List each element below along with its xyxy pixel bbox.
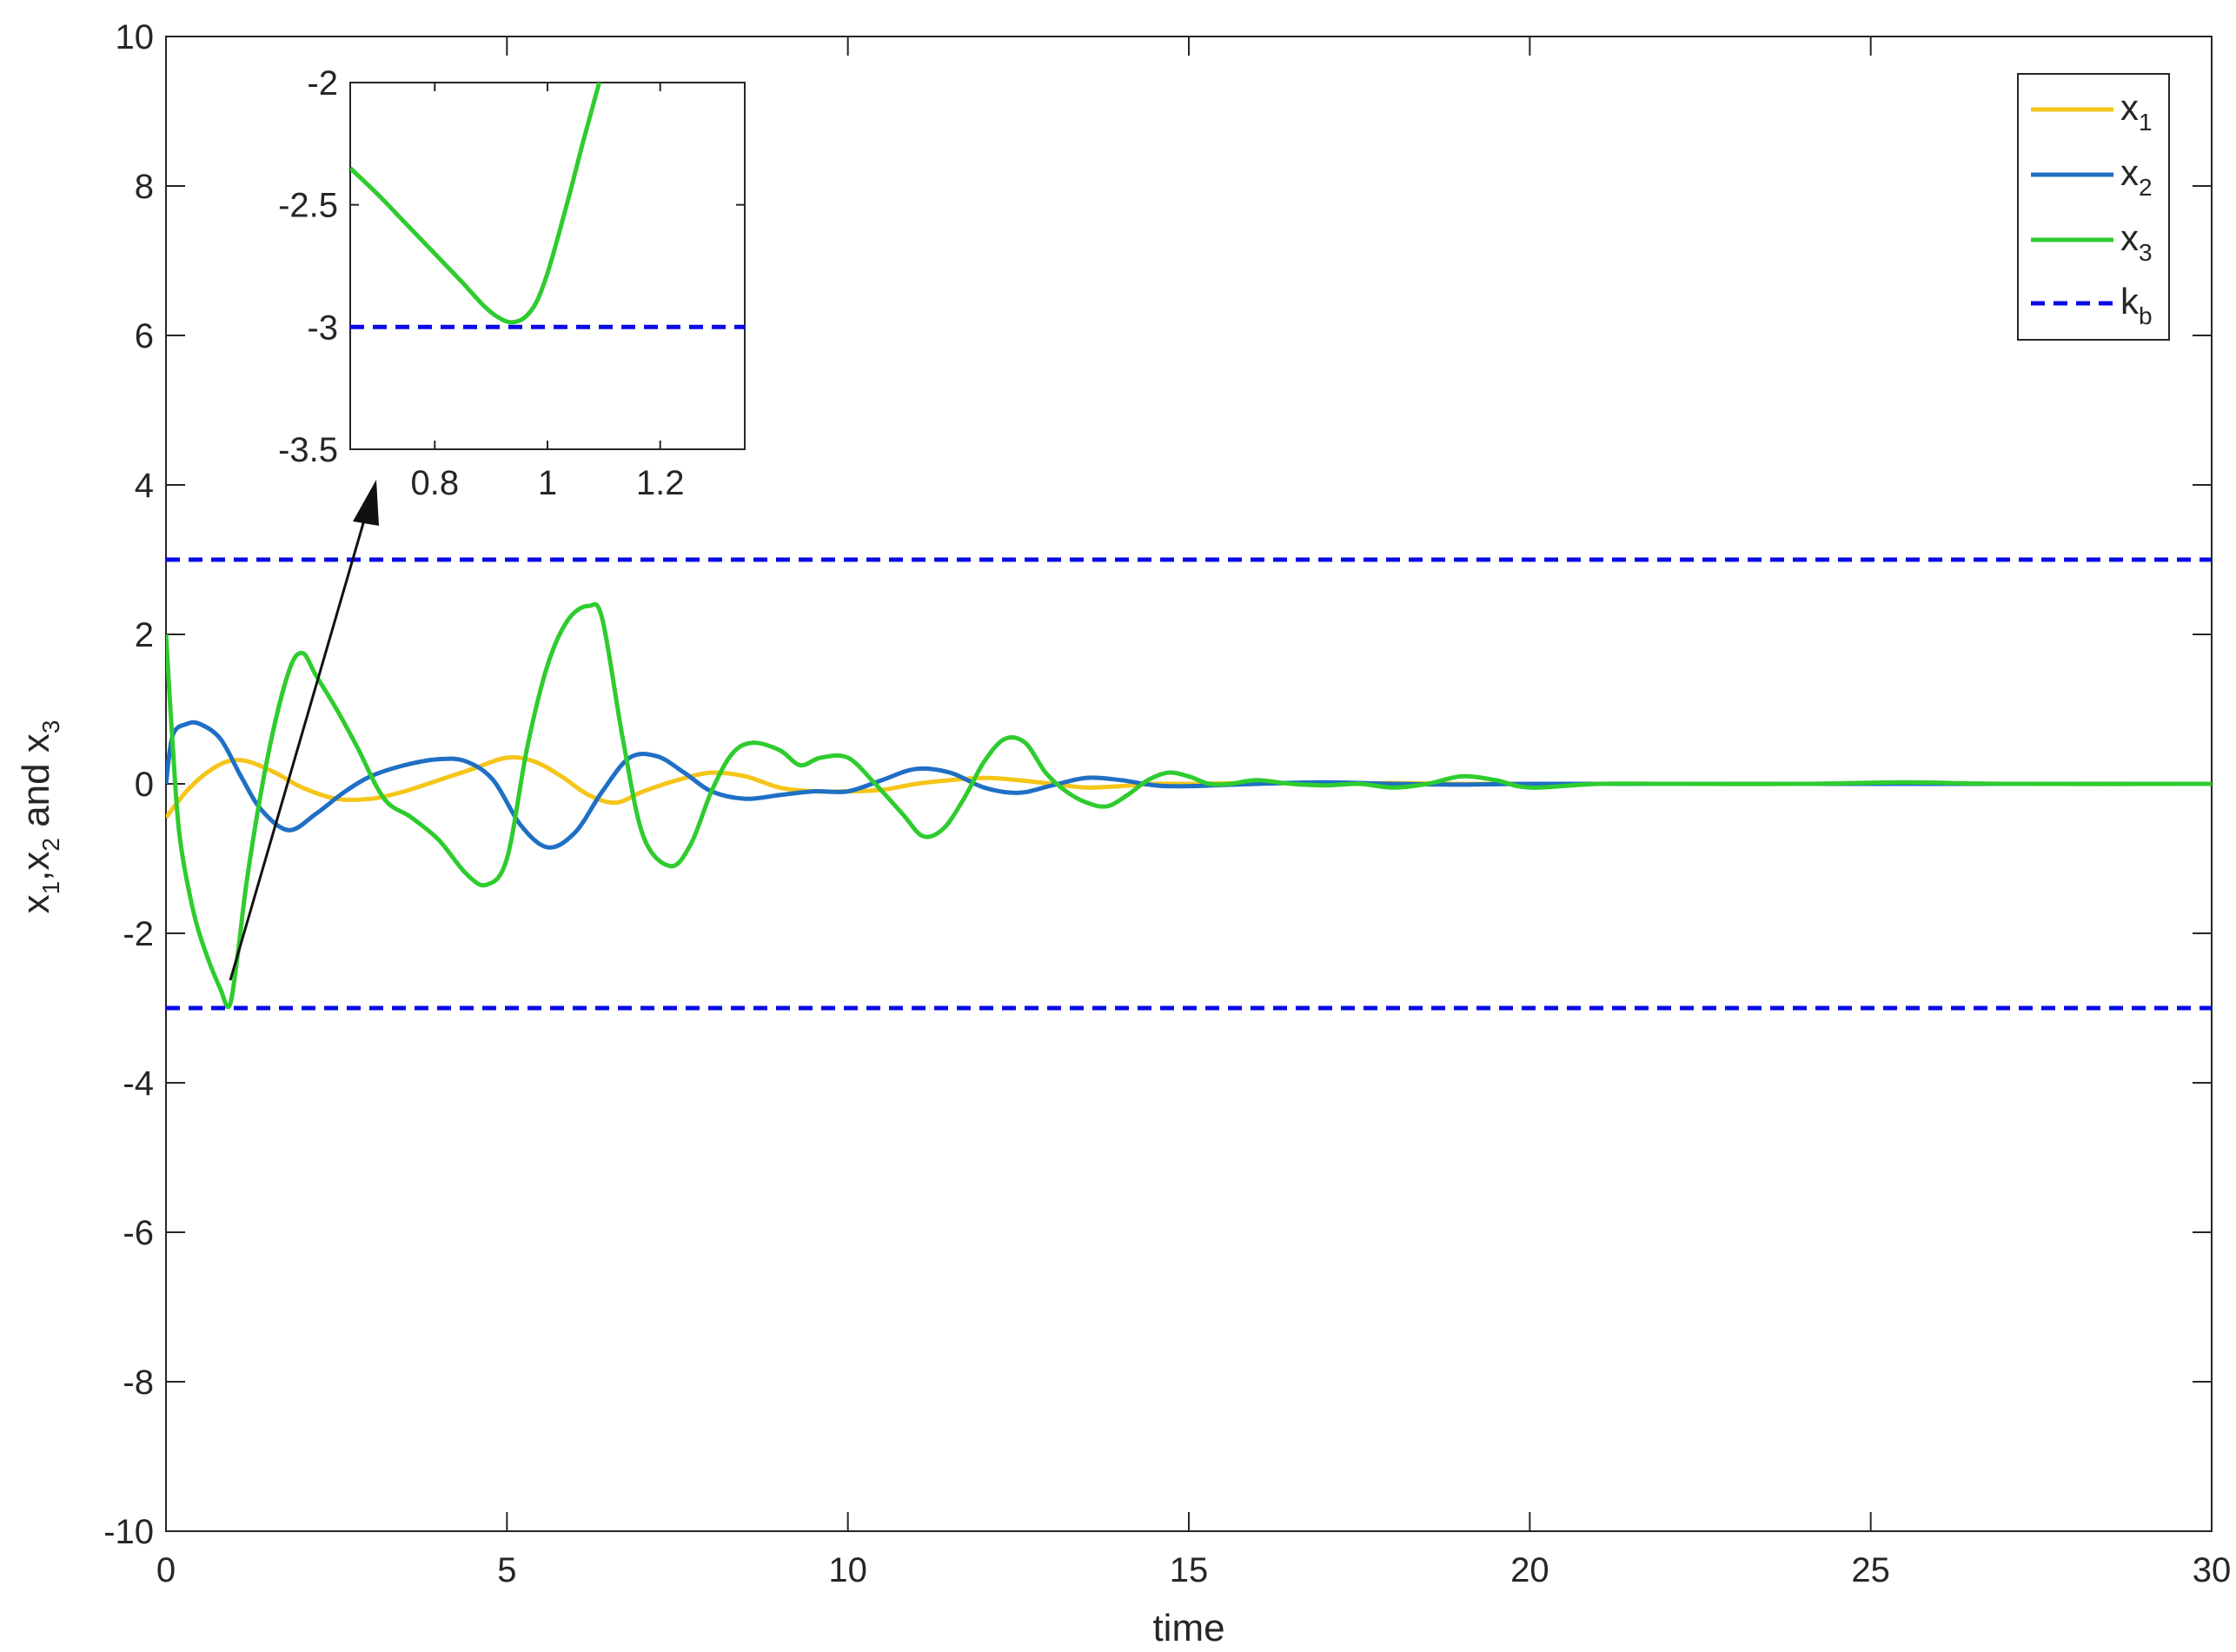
main-y-tick-labels: -10 -8 -6 -4 -2 0 2 4 6 8 10 <box>103 18 154 1551</box>
legend-box <box>2017 73 2170 341</box>
y-axis-title-sub-3: 3 <box>37 720 64 734</box>
main-y-tick-label: 0 <box>135 766 154 804</box>
legend-label-kb: kb <box>2120 281 2153 329</box>
y-axis-title-part: ,x <box>15 852 57 881</box>
main-axis-ticks <box>165 36 2213 1532</box>
main-x-tick-label: 0 <box>156 1551 176 1589</box>
main-y-tick-label: 2 <box>135 616 154 654</box>
legend-entry-x1: x1 <box>2031 87 2153 136</box>
main-x-tick-label: 15 <box>1170 1551 1209 1589</box>
main-x-tick-label: 5 <box>497 1551 516 1589</box>
legend-label-x2: x2 <box>2120 152 2153 201</box>
main-x-tick-label: 30 <box>2193 1551 2232 1589</box>
zoom-arrow <box>229 480 379 981</box>
x-axis-title: time <box>1152 1607 1224 1649</box>
inset-x-tick-label: 1 <box>538 464 557 502</box>
inset-y-tick-label: -3 <box>307 309 338 347</box>
inset-y-tick-label: -2 <box>307 64 338 103</box>
main-y-tick-label: 8 <box>135 168 154 206</box>
main-y-tick-label: -2 <box>123 915 154 953</box>
main-y-tick-label: 6 <box>135 317 154 355</box>
legend-entry-kb: kb <box>2031 281 2153 329</box>
legend-label-x3: x3 <box>2120 217 2153 266</box>
inset-series-lines <box>350 83 745 329</box>
inset-y-tick-labels: -3.5 -3 -2.5 -2 <box>278 64 338 469</box>
inset-x-tick-label: 1.2 <box>636 464 685 502</box>
main-series-lines <box>166 557 2212 1011</box>
y-axis-title-sub-1: 1 <box>37 881 64 895</box>
zoom-arrow-head <box>353 480 379 526</box>
y-axis-title: x1,x2 and x3 <box>15 720 64 914</box>
legend-entry-x3: x3 <box>2031 217 2153 266</box>
main-y-tick-label: -10 <box>103 1513 154 1551</box>
main-y-tick-label: 4 <box>135 467 154 505</box>
zoom-arrow-line <box>229 508 369 981</box>
y-axis-title-part: x <box>15 894 57 913</box>
main-x-tick-label: 20 <box>1510 1551 1549 1589</box>
main-x-tick-label: 25 <box>1851 1551 1890 1589</box>
main-x-tick-label: 10 <box>828 1551 867 1589</box>
main-y-tick-label: -6 <box>123 1214 154 1252</box>
inset-y-tick-label: -2.5 <box>278 187 338 225</box>
inset-x-tick-label: 0.8 <box>410 464 459 502</box>
legend-entry-x2: x2 <box>2031 152 2153 201</box>
y-axis-title-part: and x <box>15 733 57 838</box>
inset-x-tick-labels: 0.8 1 1.2 <box>410 464 684 502</box>
main-y-tick-label: 10 <box>116 18 155 56</box>
main-series-x2 <box>166 720 2212 850</box>
inset-plot: 0.8 1 1.2 -3.5 -3 -2.5 -2 <box>278 64 746 502</box>
main-y-tick-label: -8 <box>123 1363 154 1402</box>
main-series-x3 <box>166 601 2212 1010</box>
inset-y-tick-label: -3.5 <box>278 431 338 469</box>
legend: x1 x2 x3 kb <box>2017 73 2170 341</box>
legend-label-x1: x1 <box>2120 87 2153 136</box>
y-axis-title-sub-2: 2 <box>37 838 64 852</box>
main-y-tick-label: -4 <box>123 1065 154 1103</box>
inset-plot-frame <box>349 82 746 450</box>
main-x-tick-labels: 0 5 10 15 20 25 30 <box>156 1551 2231 1589</box>
inset-series-x3 <box>350 83 602 325</box>
